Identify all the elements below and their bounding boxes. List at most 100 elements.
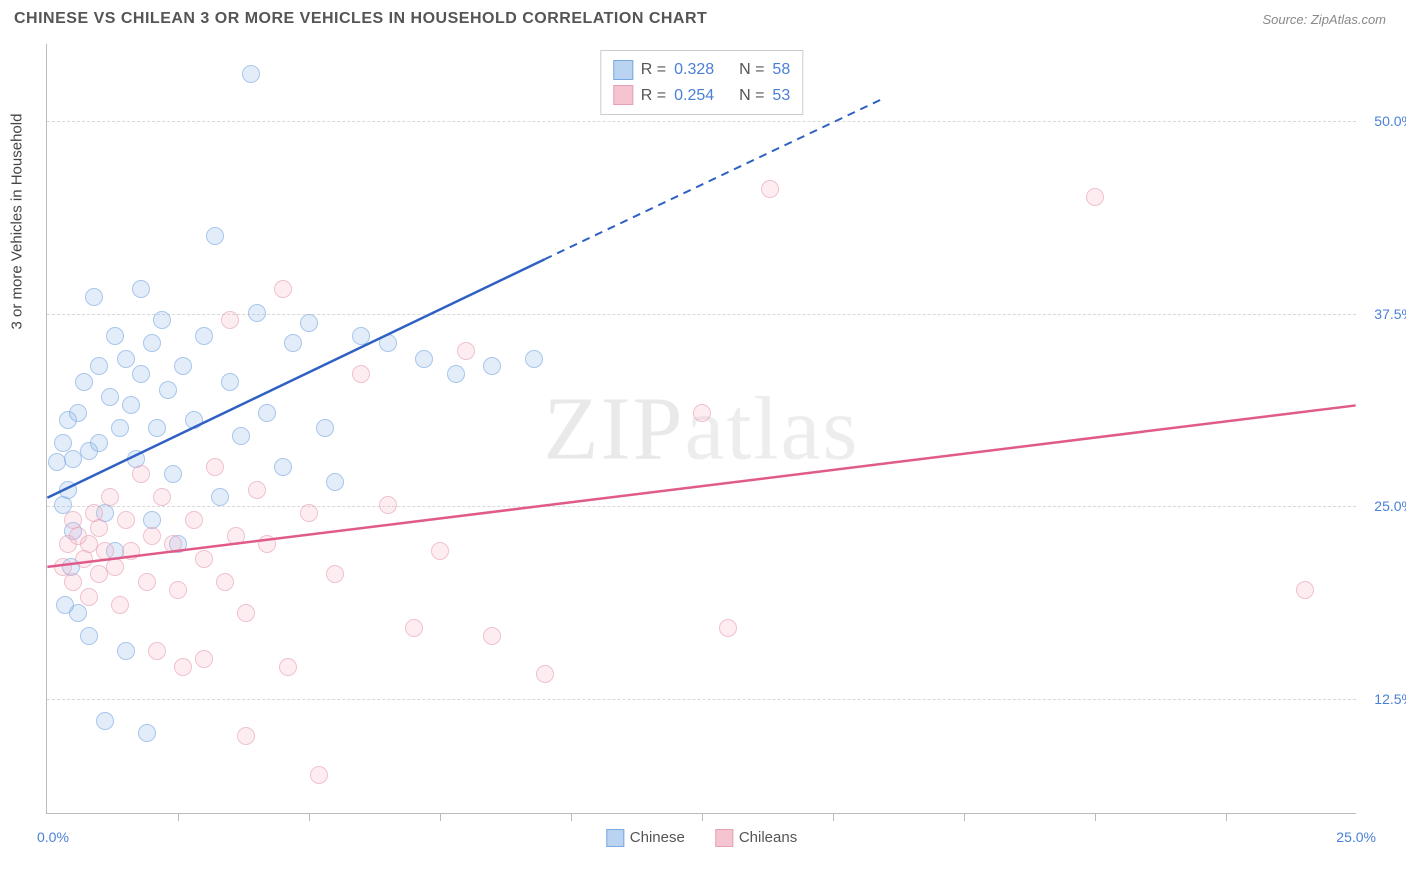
data-point <box>227 527 245 545</box>
data-point <box>431 542 449 560</box>
data-point <box>174 658 192 676</box>
r-label: R = <box>641 83 666 109</box>
trend-line <box>47 259 544 497</box>
n-value-chileans: 53 <box>772 83 790 109</box>
data-point <box>101 388 119 406</box>
series-legend: Chinese Chileans <box>606 829 797 847</box>
data-point <box>185 511 203 529</box>
y-tick-label: 37.5% <box>1374 306 1406 322</box>
data-point <box>206 227 224 245</box>
n-label: N = <box>739 57 764 83</box>
data-point <box>352 365 370 383</box>
r-value-chinese: 0.328 <box>674 57 714 83</box>
data-point <box>132 465 150 483</box>
data-point <box>483 627 501 645</box>
data-point <box>59 481 77 499</box>
x-tick <box>440 813 441 821</box>
r-value-chileans: 0.254 <box>674 83 714 109</box>
data-point <box>525 350 543 368</box>
n-value-chinese: 58 <box>772 57 790 83</box>
gridline <box>47 121 1356 122</box>
data-point <box>106 558 124 576</box>
data-point <box>258 535 276 553</box>
source-attribution: Source: ZipAtlas.com <box>1262 12 1386 27</box>
data-point <box>185 411 203 429</box>
data-point <box>143 527 161 545</box>
data-point <box>159 381 177 399</box>
legend-row-chinese: R = 0.328 N = 58 <box>613 57 790 83</box>
data-point <box>148 642 166 660</box>
legend-item-chinese: Chinese <box>606 829 685 847</box>
data-point <box>80 627 98 645</box>
x-axis-max-label: 25.0% <box>1336 829 1376 845</box>
x-tick <box>178 813 179 821</box>
legend-item-chileans: Chileans <box>715 829 797 847</box>
x-tick <box>833 813 834 821</box>
y-tick-label: 25.0% <box>1374 498 1406 514</box>
trend-line-extrapolated <box>545 98 885 259</box>
y-tick-label: 12.5% <box>1374 691 1406 707</box>
n-label: N = <box>739 83 764 109</box>
data-point <box>69 404 87 422</box>
x-axis-min-label: 0.0% <box>37 829 69 845</box>
x-tick <box>1095 813 1096 821</box>
data-point <box>483 357 501 375</box>
data-point <box>132 280 150 298</box>
data-point <box>237 727 255 745</box>
data-point <box>96 712 114 730</box>
watermark: ZIPatlas <box>544 377 860 480</box>
data-point <box>719 619 737 637</box>
data-point <box>536 665 554 683</box>
data-point <box>138 724 156 742</box>
x-tick <box>702 813 703 821</box>
data-point <box>693 404 711 422</box>
data-point <box>248 304 266 322</box>
data-point <box>132 365 150 383</box>
data-point <box>1086 188 1104 206</box>
y-axis-label: 3 or more Vehicles in Household <box>9 113 26 329</box>
data-point <box>195 327 213 345</box>
data-point <box>326 473 344 491</box>
gridline <box>47 506 1356 507</box>
data-point <box>211 488 229 506</box>
data-point <box>80 588 98 606</box>
data-point <box>90 357 108 375</box>
gridline <box>47 314 1356 315</box>
data-point <box>379 496 397 514</box>
data-point <box>122 396 140 414</box>
chart-title: CHINESE VS CHILEAN 3 OR MORE VEHICLES IN… <box>14 10 707 28</box>
data-point <box>279 658 297 676</box>
data-point <box>164 465 182 483</box>
data-point <box>232 427 250 445</box>
data-point <box>75 550 93 568</box>
data-point <box>106 327 124 345</box>
data-point <box>1296 581 1314 599</box>
data-point <box>101 488 119 506</box>
y-tick-label: 50.0% <box>1374 113 1406 129</box>
x-tick <box>309 813 310 821</box>
data-point <box>195 650 213 668</box>
data-point <box>379 334 397 352</box>
data-point <box>138 573 156 591</box>
data-point <box>169 581 187 599</box>
data-point <box>761 180 779 198</box>
data-point <box>143 334 161 352</box>
data-point <box>242 65 260 83</box>
data-point <box>56 596 74 614</box>
data-point <box>248 481 266 499</box>
data-point <box>195 550 213 568</box>
data-point <box>206 458 224 476</box>
data-point <box>310 766 328 784</box>
data-point <box>316 419 334 437</box>
data-point <box>457 342 475 360</box>
data-point <box>111 419 129 437</box>
data-point <box>64 573 82 591</box>
data-point <box>85 288 103 306</box>
data-point <box>111 596 129 614</box>
data-point <box>352 327 370 345</box>
data-point <box>284 334 302 352</box>
data-point <box>300 314 318 332</box>
data-point <box>258 404 276 422</box>
data-point <box>447 365 465 383</box>
data-point <box>405 619 423 637</box>
